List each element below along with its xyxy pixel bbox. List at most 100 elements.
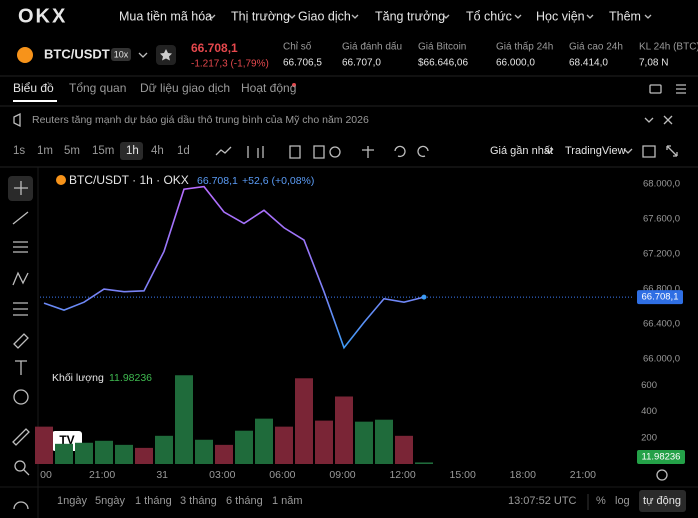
- stat-label: Giá Bitcoin: [418, 42, 466, 53]
- volume-bar: [315, 420, 333, 464]
- price-badge-text: 66.708,1: [642, 292, 679, 303]
- change: -1.217,3 (-1,79%): [191, 59, 269, 70]
- price: 66.708,1: [191, 41, 238, 55]
- nav-item[interactable]: Giao dịch: [298, 9, 351, 23]
- time-label: 06:00: [269, 469, 295, 481]
- leverage-box: [111, 48, 131, 61]
- range[interactable]: 1ngày: [57, 495, 87, 507]
- range[interactable]: 5ngày: [95, 495, 125, 507]
- interval[interactable]: 1h: [126, 145, 139, 157]
- volume-legend-value: 11.98236: [109, 372, 152, 384]
- legend-last: 66.708,1: [197, 175, 238, 187]
- interval[interactable]: 5m: [64, 145, 80, 157]
- volume-badge-text: 11.98236: [642, 452, 681, 463]
- range[interactable]: 1 năm: [272, 495, 303, 507]
- news[interactable]: Reuters tăng mạnh dự báo giá dầu thô tru…: [32, 114, 369, 126]
- volume-bar: [215, 444, 233, 464]
- volume-badge: [637, 450, 685, 464]
- nav-item[interactable]: Tổ chức: [466, 9, 512, 23]
- tab[interactable]: Tổng quan: [69, 81, 126, 95]
- news-expand[interactable]: [644, 117, 654, 123]
- interval[interactable]: 1d: [177, 145, 190, 157]
- volume-bar: [35, 426, 53, 464]
- stat-label: Giá đánh dấu: [342, 41, 402, 53]
- tab-dot: [292, 83, 296, 87]
- logo[interactable]: OKX: [18, 5, 67, 27]
- stat-value: 66.706,5: [283, 58, 322, 69]
- nav-chevron: [586, 14, 594, 19]
- toolbar-icons[interactable]: [215, 145, 429, 159]
- tab[interactable]: Biểu đồ: [13, 81, 54, 95]
- drawing-tools[interactable]: [12, 181, 30, 510]
- time-label: 31: [156, 469, 168, 481]
- log[interactable]: log: [615, 495, 630, 507]
- last-point: [421, 294, 427, 300]
- leverage: 10x: [114, 49, 129, 59]
- pair[interactable]: BTC/USDT: [44, 46, 110, 61]
- range[interactable]: 6 tháng: [226, 495, 263, 507]
- toolbar-select[interactable]: Giá gần nhất: [490, 145, 553, 157]
- stat-value: 66.707,0: [342, 58, 381, 69]
- news-icon: [13, 112, 21, 128]
- interval[interactable]: 1m: [37, 145, 53, 157]
- interval[interactable]: 1s: [13, 145, 25, 157]
- nav-chevron: [442, 14, 450, 19]
- toolbar-select[interactable]: TradingView: [565, 145, 626, 157]
- percent[interactable]: %: [596, 495, 606, 507]
- range[interactable]: 1 tháng: [135, 495, 172, 507]
- nav-item[interactable]: Học viện: [536, 9, 585, 23]
- time-label: 03:00: [209, 469, 235, 481]
- auto-box: [639, 490, 686, 512]
- star: [160, 49, 172, 61]
- interval[interactable]: 15m: [92, 145, 114, 157]
- tv-logo-text: TV: [59, 433, 74, 447]
- dropdown-chevrons[interactable]: [544, 148, 633, 154]
- nav-chevron: [514, 14, 522, 19]
- pair-chevron[interactable]: [138, 52, 148, 58]
- price-tick-label: 67.600,0: [643, 214, 680, 225]
- nav-item[interactable]: Tăng trưởng: [375, 9, 445, 23]
- time-label: 18:00: [510, 469, 536, 481]
- volume-bar: [95, 440, 113, 464]
- nav-chevron: [351, 14, 359, 19]
- news-close[interactable]: [663, 115, 673, 125]
- legend-icon: [56, 175, 66, 185]
- price-tick-label: 66.400,0: [643, 319, 680, 330]
- volume-bar: [55, 443, 73, 464]
- stat-value: 7,08 N: [639, 58, 668, 69]
- btc-icon: [17, 47, 33, 63]
- volume-bar: [295, 378, 313, 464]
- settings-icon[interactable]: [656, 469, 668, 481]
- volume-bar: [75, 442, 93, 464]
- layout-icon[interactable]: [649, 84, 662, 94]
- volume-bar: [135, 447, 153, 464]
- nav-item[interactable]: Mua tiền mã hóa: [119, 9, 212, 23]
- legend-title: BTC/USDT · 1h · OKX: [69, 173, 189, 187]
- tab[interactable]: Dữ liệu giao dịch: [140, 81, 230, 95]
- stat-value: 66.000,0: [496, 58, 535, 69]
- volume-bar: [355, 421, 373, 464]
- nav-chevron: [208, 14, 216, 19]
- range[interactable]: 3 tháng: [180, 495, 217, 507]
- volume-bar: [395, 435, 413, 464]
- auto[interactable]: tự động: [643, 495, 681, 507]
- volume-tick-label: 400: [641, 406, 657, 417]
- time-label: 21:00: [89, 469, 115, 481]
- tab[interactable]: Hoạt động: [241, 81, 296, 95]
- snapshot-fullscreen[interactable]: [642, 145, 678, 158]
- nav-chevron: [644, 14, 652, 19]
- nav-item[interactable]: Thị trường: [231, 9, 290, 23]
- volume-bar: [115, 444, 133, 464]
- stat-value: $66.646,06: [418, 58, 468, 69]
- interval-active: [120, 142, 143, 160]
- menu-icon[interactable]: [676, 84, 686, 94]
- stat-value: 68.414,0: [569, 58, 608, 69]
- price-tick-label: 68.000,0: [643, 179, 680, 190]
- time-label: 00: [40, 469, 52, 481]
- interval[interactable]: 4h: [151, 145, 164, 157]
- volume-legend: Khối lượng: [52, 372, 104, 384]
- price-tick-label: 66.800,0: [643, 284, 680, 295]
- nav-item[interactable]: Thêm: [609, 9, 641, 23]
- time-label: 12:00: [389, 469, 415, 481]
